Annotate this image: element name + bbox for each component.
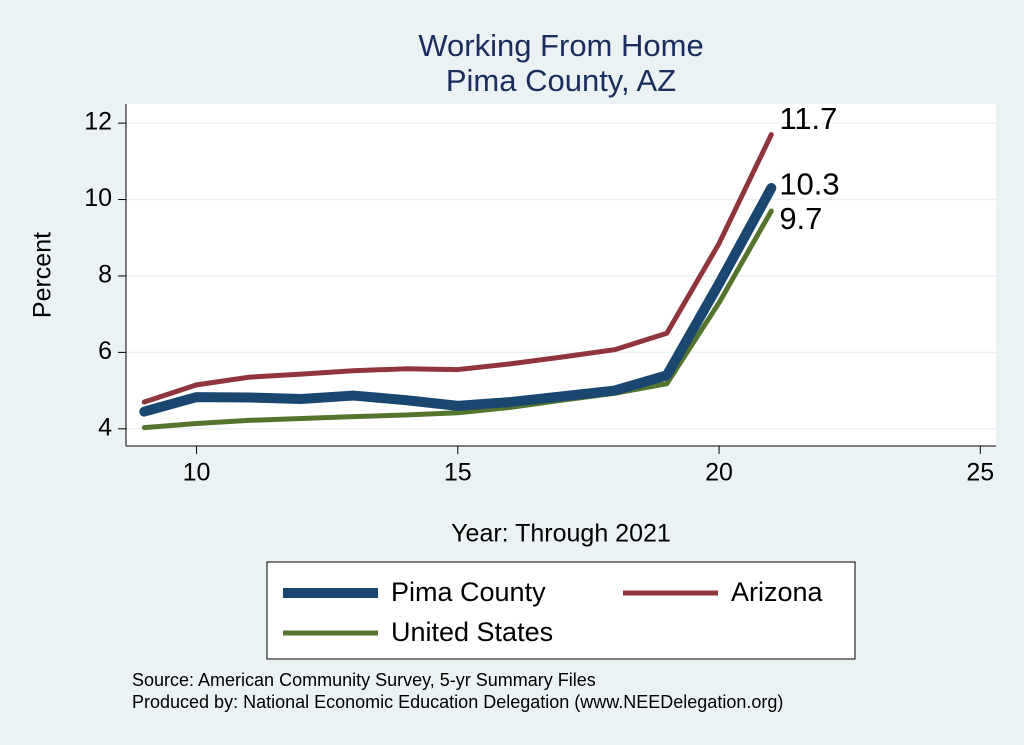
x-tick-label: 15 [444, 459, 472, 487]
source-note: Source: American Community Survey, 5-yr … [132, 670, 596, 690]
series-line [141, 132, 774, 405]
y-tick-label: 10 [84, 184, 112, 212]
series-line [139, 183, 777, 417]
legend-label: Pima County [391, 577, 546, 607]
plot-area [126, 104, 996, 446]
source-note: Produced by: National Economic Education… [132, 692, 783, 712]
legend-label: Arizona [731, 577, 824, 607]
chart-title: Pima County, AZ [446, 63, 676, 98]
legend-label: United States [391, 617, 553, 647]
chart-title: Working From Home [418, 28, 703, 63]
value-label: 11.7 [779, 101, 837, 136]
x-tick-label: 10 [183, 459, 211, 487]
series-line [141, 208, 774, 431]
x-tick-label: 25 [966, 459, 994, 487]
y-axis-label: Percent [29, 232, 57, 318]
value-label: 10.3 [779, 166, 839, 201]
y-tick-label: 4 [98, 413, 112, 441]
x-axis-label: Year: Through 2021 [451, 520, 671, 548]
y-tick-label: 8 [98, 261, 112, 289]
x-tick-label: 20 [705, 459, 733, 487]
y-tick-label: 6 [98, 337, 112, 365]
legend [266, 561, 856, 660]
value-label: 9.7 [779, 201, 822, 236]
y-tick-label: 12 [84, 108, 112, 136]
